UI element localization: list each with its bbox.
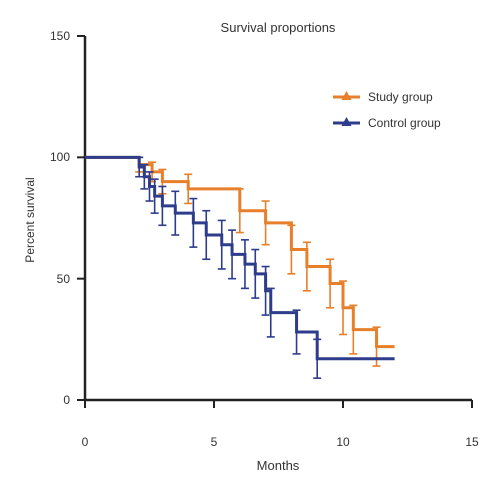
legend-item-study: Study group [333, 90, 433, 104]
survival-line-study [85, 155, 395, 349]
x-tick-label: 15 [465, 435, 479, 449]
y-tick-label: 150 [50, 29, 70, 43]
y-tick-label: 0 [63, 393, 70, 407]
series-study [85, 155, 395, 367]
y-axis-ticks: 0 50 100 150 [50, 29, 70, 407]
legend-marker-control [341, 117, 352, 126]
series-control [85, 155, 395, 379]
x-tick-label: 0 [82, 435, 89, 449]
series-layer [85, 155, 395, 379]
x-axis-ticks: 0 5 10 15 [82, 435, 479, 449]
survival-line-control [85, 155, 395, 361]
legend-item-control: Control group [333, 116, 441, 130]
y-axis-label: Percent survival [23, 177, 37, 262]
y-tick-label: 100 [50, 150, 70, 164]
chart-title: Survival proportions [221, 20, 336, 35]
legend-marker-study [341, 91, 352, 100]
plot-area [77, 35, 473, 408]
x-tick-label: 5 [211, 435, 218, 449]
legend-label-control: Control group [368, 116, 441, 130]
legend-label-study: Study group [368, 90, 433, 104]
y-tick-label: 50 [57, 272, 71, 286]
legend: Study group Control group [333, 90, 441, 130]
x-axis-label: Months [257, 458, 300, 473]
x-tick-label: 10 [336, 435, 350, 449]
